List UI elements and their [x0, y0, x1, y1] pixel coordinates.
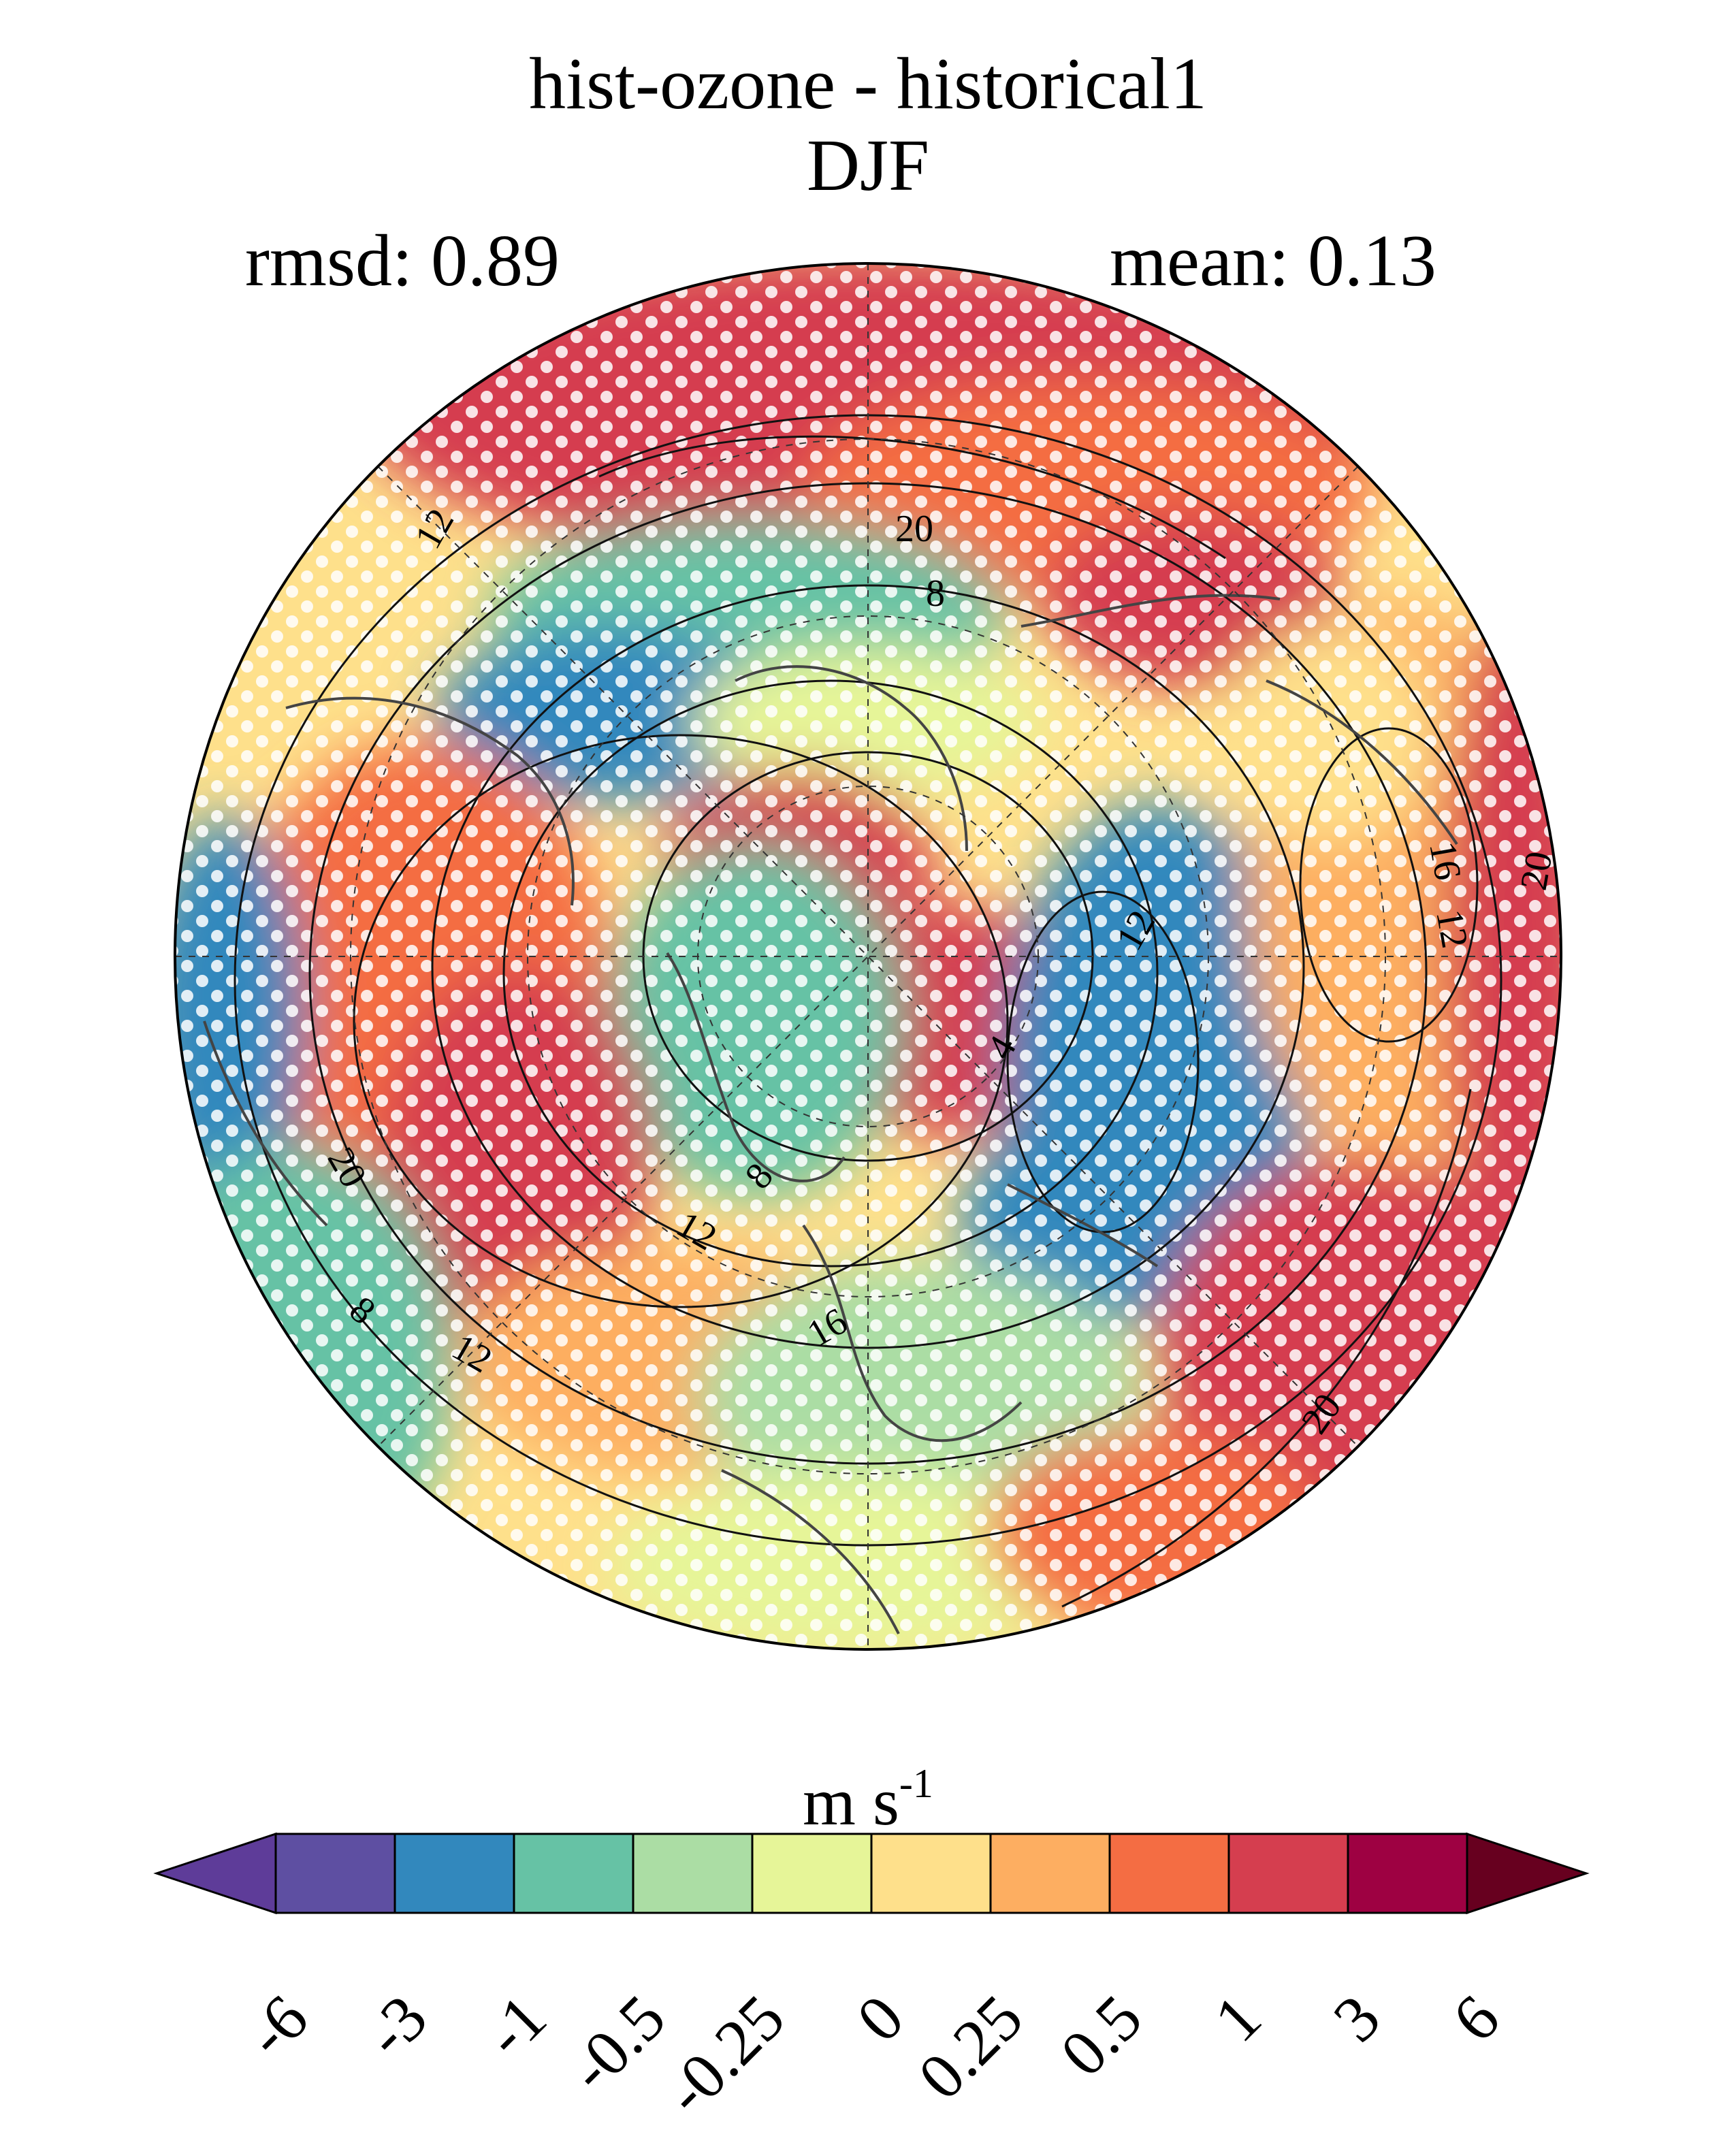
colorbar-segment	[632, 1833, 754, 1914]
colorbar-segment	[274, 1833, 396, 1914]
contour-label: 12	[1428, 906, 1476, 951]
units-label: m s-1	[0, 1763, 1736, 1836]
units-exponent: -1	[899, 1761, 933, 1806]
graticule	[175, 263, 1561, 1649]
contour-label: 8	[926, 572, 945, 615]
colorbar	[153, 1832, 1590, 1915]
colorbar-extend-low	[153, 1832, 277, 1915]
map-boundary	[174, 262, 1562, 1651]
colorbar-segment	[393, 1833, 515, 1914]
colorbar-segment	[1227, 1833, 1349, 1914]
rmsd-label: rmsd: 0.89	[245, 221, 560, 302]
colorbar-segment	[1347, 1833, 1468, 1914]
colorbar-segment	[1108, 1833, 1230, 1914]
coastlines	[203, 594, 1458, 1634]
map-field	[175, 263, 1561, 1649]
mean-label: mean: 0.13	[1110, 221, 1436, 302]
colorbar-segment	[513, 1833, 634, 1914]
colorbar-segment	[989, 1833, 1111, 1914]
contour-label: 16	[1421, 838, 1469, 883]
season-label: DJF	[806, 125, 930, 206]
colorbar-extend-high	[1466, 1832, 1590, 1915]
colorbar-segment	[751, 1833, 873, 1914]
colorbar-segment	[870, 1833, 992, 1914]
units-base: m s	[803, 1764, 899, 1839]
contour-label: 20	[1513, 848, 1561, 893]
contour-label: 20	[895, 508, 933, 550]
figure-title: hist-ozone - historical1	[529, 44, 1207, 125]
